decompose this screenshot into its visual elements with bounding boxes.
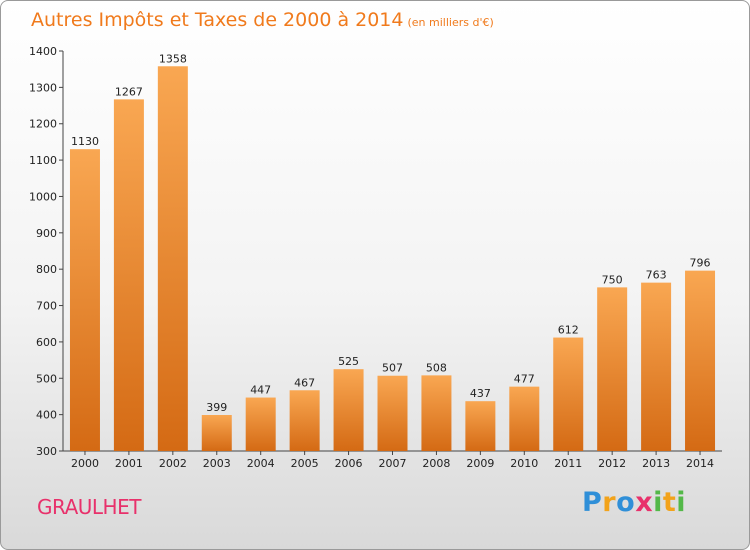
value-label-2006: 525: [338, 355, 359, 368]
bar-2009: [465, 401, 496, 451]
value-label-2011: 612: [558, 324, 579, 337]
y-tick-label: 900: [36, 227, 57, 240]
logo-letter: i: [653, 487, 663, 518]
bar-2005: [289, 390, 320, 451]
value-label-2003: 399: [206, 401, 227, 414]
y-tick-label: 400: [36, 409, 57, 422]
x-tick-label-2008: 2008: [422, 457, 450, 470]
bar-2013: [641, 282, 672, 451]
value-label-2002: 1358: [159, 52, 187, 65]
bar-2011: [553, 337, 584, 451]
logo-letter: x: [635, 487, 654, 518]
x-tick-label-2009: 2009: [466, 457, 494, 470]
value-label-2014: 796: [690, 257, 711, 270]
x-tick-label-2014: 2014: [686, 457, 714, 470]
x-tick-label-2012: 2012: [598, 457, 626, 470]
value-label-2004: 447: [250, 384, 271, 397]
bar-2012: [597, 287, 628, 451]
value-label-2013: 763: [646, 269, 667, 282]
y-tick-label: 1100: [29, 154, 57, 167]
x-tick-label-2006: 2006: [335, 457, 363, 470]
bar-2001: [113, 99, 144, 451]
value-label-2001: 1267: [115, 85, 143, 98]
x-tick-label-2001: 2001: [115, 457, 143, 470]
value-label-2008: 508: [426, 361, 447, 374]
bar-2002: [157, 66, 188, 451]
bar-2008: [421, 375, 452, 451]
x-tick-label-2010: 2010: [510, 457, 538, 470]
y-tick-label: 1400: [29, 45, 57, 58]
y-tick-label: 1300: [29, 81, 57, 94]
value-label-2000: 1130: [71, 135, 99, 148]
logo-letter: t: [662, 487, 677, 518]
y-tick-label: 1000: [29, 190, 57, 203]
x-tick-label-2003: 2003: [203, 457, 231, 470]
logo-letter: i: [676, 487, 687, 518]
x-tick-label-2004: 2004: [247, 457, 275, 470]
bar-2006: [333, 369, 364, 451]
y-tick-label: 500: [36, 372, 57, 385]
logo-letter: o: [616, 487, 636, 518]
y-tick-label: 300: [36, 445, 57, 458]
proxiti-logo: Proxiti: [582, 487, 686, 518]
x-tick-label-2000: 2000: [71, 457, 99, 470]
bar-2004: [245, 397, 276, 451]
x-tick-label-2013: 2013: [642, 457, 670, 470]
y-tick-label: 600: [36, 336, 57, 349]
x-tick-label-2005: 2005: [291, 457, 319, 470]
value-label-2010: 477: [514, 373, 535, 386]
value-label-2012: 750: [602, 273, 623, 286]
city-name: GRAULHET: [37, 495, 141, 519]
y-tick-label: 700: [36, 300, 57, 313]
value-label-2007: 507: [382, 362, 403, 375]
x-tick-label-2007: 2007: [379, 457, 407, 470]
bar-2000: [69, 149, 100, 451]
bar-2003: [201, 415, 232, 451]
bar-2010: [509, 386, 540, 451]
value-label-2005: 467: [294, 376, 315, 389]
y-tick-label: 1200: [29, 118, 57, 131]
bar-2007: [377, 375, 408, 451]
y-tick-label: 800: [36, 263, 57, 276]
logo-letter: P: [582, 487, 603, 518]
chart-subtitle: (en milliers d'€): [407, 16, 494, 29]
logo-letter: r: [602, 487, 617, 518]
bar-2014: [685, 270, 716, 451]
x-tick-label-2002: 2002: [159, 457, 187, 470]
x-tick-label-2011: 2011: [554, 457, 582, 470]
chart-title: Autres Impôts et Taxes de 2000 à 2014 (en…: [31, 9, 494, 31]
value-label-2009: 437: [470, 387, 491, 400]
